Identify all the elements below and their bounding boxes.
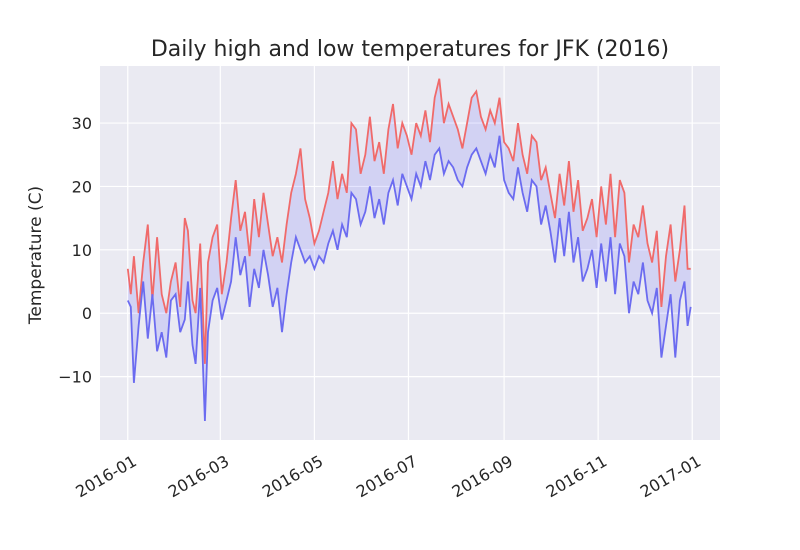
x-gridlines [127, 66, 693, 440]
y-tick-label: −10 [58, 368, 92, 387]
y-axis-label: Temperature (C) [26, 186, 46, 325]
x-tick-label: 2017-01 [637, 451, 704, 501]
x-tick-label: 2016-11 [543, 451, 610, 501]
y-tick-label: 0 [82, 304, 92, 323]
x-tick-labels: 2016-01 2016-03 2016-05 2016-07 2016-09 2016-… [72, 451, 704, 501]
chart-title: Daily high and low temperatures for JFK … [151, 37, 669, 62]
low-temperature-line [126, 135, 692, 422]
y-tick-labels: −10 0 10 20 30 [58, 114, 92, 387]
y-tick-label: 10 [72, 241, 92, 260]
x-tick-label: 2016-09 [449, 451, 516, 501]
x-tick-label: 2016-01 [72, 451, 139, 501]
x-tick-label: 2016-05 [259, 451, 326, 501]
x-tick-label: 2016-07 [353, 451, 420, 501]
y-tick-label: 30 [72, 114, 92, 133]
y-tick-label: 20 [72, 177, 92, 196]
x-tick-label: 2016-03 [165, 451, 232, 501]
high-temperature-line [126, 78, 691, 364]
